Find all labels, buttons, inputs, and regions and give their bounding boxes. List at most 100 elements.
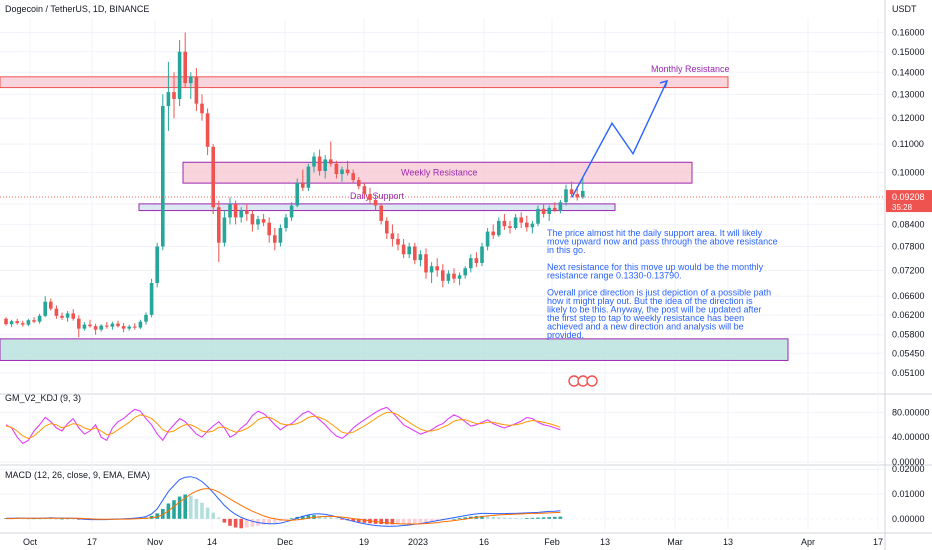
candle-body <box>379 205 383 221</box>
idea-badge-icon <box>586 375 598 387</box>
candle-body <box>289 205 294 218</box>
kdj-indicator: 80.00000 40.00000 0.00000 <box>0 406 930 467</box>
candle-body <box>530 223 535 228</box>
analysis-note: The price almost hit the daily support a… <box>547 228 778 340</box>
kdj-y-tick-label: 0.00000 <box>892 457 925 467</box>
candle-body <box>121 326 126 329</box>
kdj-d-line <box>5 411 561 439</box>
macd-histogram-bar <box>183 494 187 519</box>
candle-body <box>144 314 148 322</box>
y-tick-label: 0.11000 <box>892 139 924 149</box>
weekly-resistance-label: Weekly Resistance <box>401 168 477 178</box>
candle-body <box>306 166 311 188</box>
macd-histogram-bar <box>362 518 367 523</box>
candle-body <box>77 318 81 329</box>
candle-body <box>485 231 490 247</box>
x-tick-label: 19 <box>359 537 369 547</box>
candle-body <box>564 189 568 203</box>
candles <box>0 32 885 338</box>
candle-body <box>334 163 339 174</box>
candle-body <box>245 210 249 214</box>
candle-body <box>452 273 456 279</box>
macd-histogram-bar <box>172 500 176 519</box>
y-tick-label: 0.05800 <box>892 330 925 340</box>
candle-body <box>317 156 322 172</box>
candle-body <box>502 220 507 227</box>
candle-body <box>261 219 266 223</box>
candle-body <box>211 146 215 208</box>
candle-body <box>37 315 42 322</box>
note-line: Next resistance for this move up would b… <box>547 262 764 272</box>
candle-body <box>407 246 411 255</box>
candle-body <box>9 321 14 325</box>
macd-histogram-bar <box>306 515 311 519</box>
macd-histogram-bar <box>222 518 227 523</box>
macd-histogram-bar <box>37 518 42 520</box>
y-tick-label: 0.05450 <box>892 348 925 358</box>
macd-histogram-bar <box>334 518 339 520</box>
macd-histogram-bar <box>351 518 355 522</box>
last-price-tag <box>886 190 932 213</box>
candle-body <box>441 270 445 281</box>
candle-body <box>519 217 523 223</box>
macd-histogram-bar <box>267 518 271 524</box>
candle-body <box>177 51 182 99</box>
candle-body <box>116 323 120 327</box>
candle-body <box>21 323 25 325</box>
x-tick-label: 14 <box>207 537 217 547</box>
candle-body <box>133 326 137 328</box>
macd-histogram-bar <box>480 515 484 519</box>
macd-histogram-bar <box>435 518 439 521</box>
kdj-y-tick-label: 80.00000 <box>892 407 930 417</box>
candle-body <box>172 92 176 99</box>
candle-body <box>71 313 75 319</box>
daily-support-label: Daily Support <box>350 191 405 201</box>
macd-histogram-bar <box>457 518 462 519</box>
candle-body <box>491 231 495 236</box>
macd-histogram-bar <box>250 518 255 527</box>
axes: Oct 17 Nov 14 Dec 19 2023 16 Feb 13 Mar 13 Apr 17 0.16… <box>23 4 932 547</box>
candle-body <box>541 208 546 214</box>
candle-body <box>581 190 585 198</box>
macd-histogram-bar <box>340 518 344 520</box>
candle-body <box>43 301 47 316</box>
macd-histogram-bar <box>558 516 563 519</box>
candle-body <box>351 173 355 181</box>
macd-histogram-bar <box>273 518 277 523</box>
macd-histogram-bar <box>536 517 540 519</box>
x-tick-label: 16 <box>479 537 489 547</box>
macd-histogram-bar <box>228 518 232 526</box>
candle-body <box>429 266 434 273</box>
candle-body <box>463 268 467 276</box>
candle-body <box>373 199 378 206</box>
candle-body <box>508 226 512 228</box>
candle-body <box>149 283 154 315</box>
macd-histogram-bar <box>424 518 428 523</box>
macd-histogram-bar <box>401 518 406 524</box>
macd-histogram-bar <box>513 518 518 519</box>
x-tick-label: 13 <box>723 537 733 547</box>
candle-body <box>65 313 70 318</box>
zone-weekly-resistance <box>182 161 693 184</box>
candle-body <box>267 222 271 236</box>
candle-body <box>166 92 171 107</box>
note-line: the first step to tap to weekly resistan… <box>547 313 744 323</box>
candle-body <box>239 210 243 218</box>
x-tick-label: Apr <box>801 537 815 547</box>
y-unit-label: USDT <box>892 4 917 14</box>
macd-histogram-bar <box>396 518 400 525</box>
signal-line <box>6 488 561 525</box>
projected-path-arrowhead <box>659 79 669 89</box>
candle-body <box>93 326 98 330</box>
y-tick-label: 0.15000 <box>892 47 925 57</box>
y-tick-label: 0.08400 <box>892 219 925 229</box>
candle-body <box>295 183 299 206</box>
note-line: resistance range 0.1330-0.13790. <box>547 271 682 281</box>
macd-histogram-bar <box>200 502 204 519</box>
candle-body <box>127 326 131 329</box>
candle-body <box>110 323 115 327</box>
macd-histogram-bar <box>54 518 59 520</box>
macd-histogram-bar <box>497 517 501 519</box>
candle-body <box>15 321 19 324</box>
